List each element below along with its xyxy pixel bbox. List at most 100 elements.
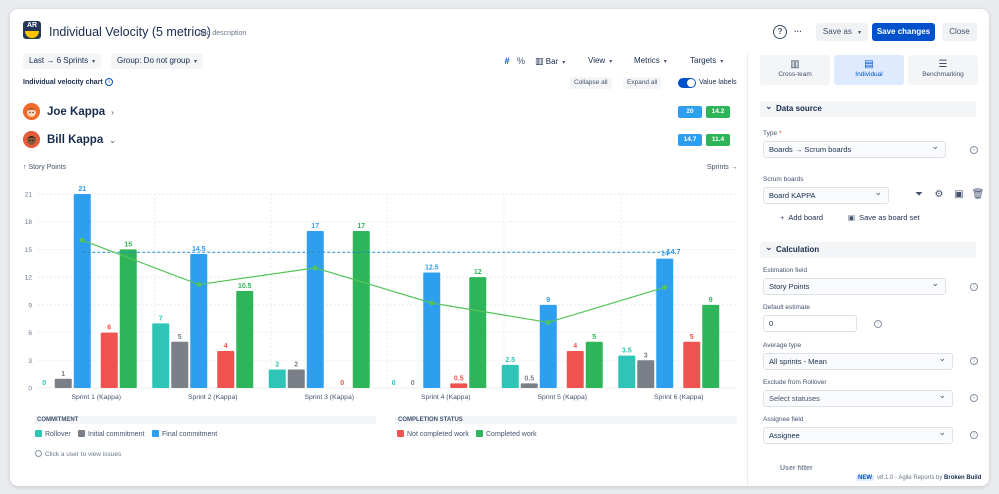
save-board-set-button[interactable]: ▣ Save as board set [848,213,920,222]
value-labels-toggle[interactable] [678,78,696,88]
data-label: 10.5 [238,283,252,290]
save-as-button[interactable]: Save as ▾ [816,23,868,41]
hash-icon[interactable]: # [504,56,510,66]
percent-icon[interactable]: % [516,56,525,66]
tab-cross-team[interactable]: ▥ Cross-team [760,55,830,85]
range-select[interactable]: Last → 6 Sprints ▾ [23,53,102,69]
bar [54,378,72,388]
bar [119,249,137,388]
hint-label: Click a user to view issues [45,451,122,458]
info-icon[interactable]: i [874,320,882,328]
bar [100,332,118,388]
tab-individual[interactable]: ▤ Individual [834,55,904,85]
brand-link[interactable]: Broken Build [944,475,982,481]
chevron-right-icon: › [111,108,114,117]
bar [287,369,305,388]
targets-select[interactable]: Targets ▾ [690,53,723,69]
bar [423,272,441,388]
legend-completed[interactable]: Completed work [476,430,537,438]
add-board-button[interactable]: + Add board [780,213,823,222]
trash-icon[interactable]: 🗑 [971,189,985,200]
logo-smile-icon [25,31,39,38]
y-tick-label: 3 [28,358,32,365]
settings-search-icon[interactable]: ⚙ [934,189,944,200]
average-type-select[interactable]: All sprints - Mean [763,351,953,370]
group-select[interactable]: Group: Do not group ▾ [111,53,203,69]
save-changes-button[interactable]: Save changes [872,23,935,41]
default-estimate-input[interactable]: 0 [763,315,857,332]
data-source-section[interactable]: Data source [760,98,976,117]
data-label: 5 [178,334,182,341]
legend-initial-label: Initial commitment [88,431,145,438]
completion-legend-title: COMPLETION STATUS [395,416,737,424]
collapse-all-button[interactable]: Collapse all [570,77,612,89]
scrum-boards-select[interactable]: Board KAPPA [763,185,889,204]
assignee-select[interactable]: Assignee [763,425,953,444]
filter-icon[interactable]: ⏷ [915,189,923,200]
avatar-face-icon [23,103,40,120]
hint-text: Click a user to view issues [35,450,121,458]
close-button[interactable]: Close [942,23,977,41]
avatar [23,103,40,120]
assignee-label: Assignee field [763,416,804,423]
add-description-link[interactable]: Add description [198,30,247,37]
estimation-field: Estimation field Story Points [763,267,975,295]
scrum-boards-label: Scrum boards [763,176,804,183]
info-icon[interactable]: i [970,283,978,291]
estimation-label: Estimation field [763,267,808,274]
type-select[interactable]: Boards → Scrum boards [763,139,946,158]
legend-final[interactable]: Final commitment [152,430,217,438]
x-tick-label: Sprint 3 (Kappa) [305,394,355,401]
header: AR Individual Velocity (5 metrics) Add d… [10,9,989,53]
save-icon[interactable]: ▣ [954,189,964,200]
help-icon[interactable]: ? [773,25,787,39]
legend-not-completed[interactable]: Not completed work [397,430,469,438]
legend-swatch [397,430,404,437]
user-filter-section[interactable]: User filter [780,465,813,472]
view-select[interactable]: View ▾ [588,53,612,69]
average-point [79,237,85,243]
legend-initial[interactable]: Initial commitment [78,430,144,438]
app-logo: AR [23,21,41,39]
chart-type-select[interactable]: ▥ Bar ▾ [535,53,565,69]
legend-final-label: Final commitment [162,431,218,438]
average-point [429,300,435,306]
bar-chart-icon: ▥ [790,59,800,70]
view-label: View [588,56,606,65]
info-icon[interactable]: i [970,146,978,154]
data-label: 0.5 [454,375,464,382]
chevron-down-icon: ⌄ [109,136,116,145]
person-completed-badge: 11.4 [706,134,730,146]
exclude-placeholder: Select statuses [769,394,820,403]
person-final-badge: 14.7 [678,134,702,146]
data-label: 15 [124,241,132,248]
chevron-down-icon: ▾ [562,60,566,66]
info-icon[interactable]: i [970,357,978,365]
expand-all-button[interactable]: Expand all [623,77,662,89]
bar [236,291,254,388]
legend-rollover[interactable]: Rollover [35,430,71,438]
info-icon[interactable]: i [105,78,113,86]
more-options-icon[interactable]: ··· [794,27,802,36]
data-label: 6 [107,325,111,332]
tab-benchmarking[interactable]: ☰ Benchmarking [908,55,978,85]
data-label: 0 [340,380,344,387]
info-icon[interactable]: i [970,431,978,439]
metrics-select[interactable]: Metrics ▾ [634,53,667,69]
bar [352,230,370,388]
exclude-statuses-select[interactable]: Select statuses [763,388,953,407]
data-label: 0 [392,380,396,387]
plus-icon: + [780,213,785,222]
data-label: 2 [275,362,279,369]
chart-title: Individual velocity chart [23,79,103,86]
commitment-legend-title: COMMITMENT [34,416,376,424]
data-label: 0.5 [524,375,534,382]
average-point [545,320,551,325]
info-icon[interactable]: i [970,394,978,402]
bar [73,194,91,388]
default-estimate-field: Default estimate 0 [763,304,975,332]
estimation-select[interactable]: Story Points [763,276,946,295]
bar [217,351,235,388]
data-label: 21 [78,186,86,193]
calculation-section[interactable]: Calculation [760,239,976,258]
